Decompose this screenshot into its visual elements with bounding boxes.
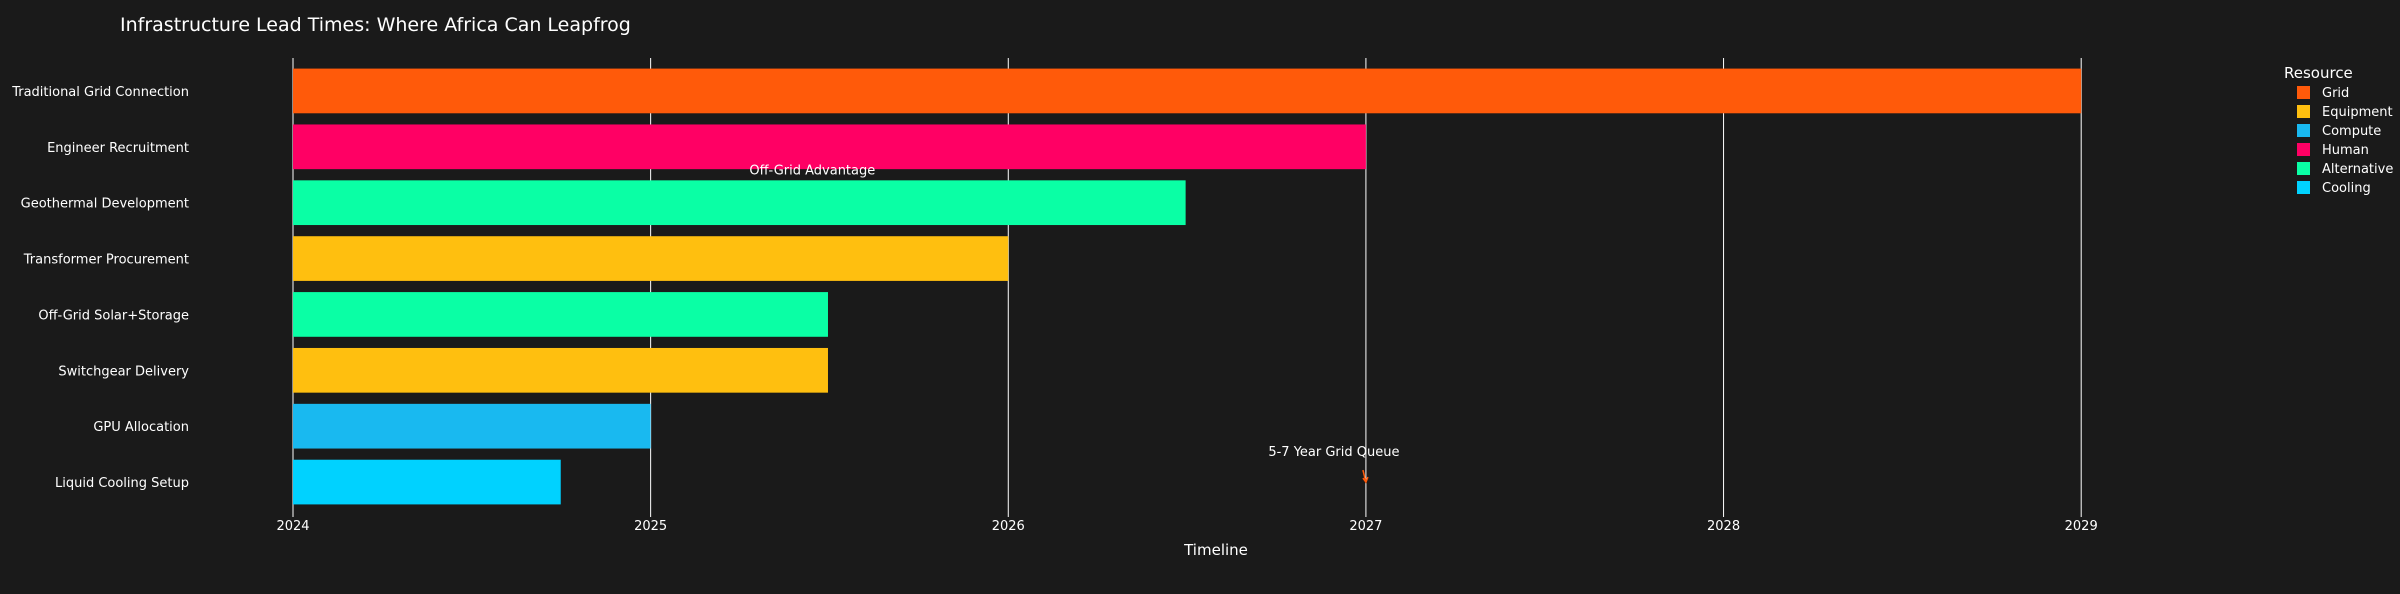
y-tick-label: Traditional Grid Connection <box>11 85 189 100</box>
x-tick-label: 2024 <box>276 519 309 534</box>
legend-swatch <box>2297 181 2310 194</box>
legend-swatch <box>2297 162 2310 175</box>
bar[interactable] <box>293 403 651 449</box>
bar[interactable] <box>293 180 1186 226</box>
legend-item[interactable]: Alternative <box>2297 162 2393 177</box>
x-tick-label: 2028 <box>1707 519 1740 534</box>
bar[interactable] <box>293 459 561 505</box>
legend-swatch <box>2297 124 2310 137</box>
legend-item[interactable]: Compute <box>2297 124 2381 139</box>
legend-label: Grid <box>2322 86 2349 101</box>
annotation-arrowhead <box>1362 476 1369 484</box>
y-tick-labels: Traditional Grid Connection Engineer Recr… <box>11 85 189 491</box>
y-tick-label: Switchgear Delivery <box>58 364 189 379</box>
legend-item[interactable]: Grid <box>2297 86 2349 101</box>
y-tick-label: Liquid Cooling Setup <box>55 476 189 491</box>
legend-item[interactable]: Cooling <box>2297 181 2371 196</box>
legend-label: Human <box>2322 143 2369 158</box>
x-tick-label: 2026 <box>992 519 1025 534</box>
y-tick-label: Engineer Recruitment <box>47 141 189 156</box>
annotation-arrow <box>1362 469 1367 483</box>
legend[interactable]: Resource Grid Equipment Compute Human Altern… <box>2284 64 2393 196</box>
legend-item[interactable]: Human <box>2297 143 2369 158</box>
x-tick-label: 2027 <box>1349 519 1382 534</box>
y-tick-label: Geothermal Development <box>21 197 189 212</box>
bar[interactable] <box>293 124 1366 170</box>
legend-title: Resource <box>2284 64 2353 82</box>
x-tick-labels: 2024 2025 2026 2027 2028 2029 <box>276 519 2097 534</box>
legend-label: Alternative <box>2322 162 2393 177</box>
y-tick-label: Off-Grid Solar+Storage <box>38 308 189 323</box>
bar[interactable] <box>293 292 828 337</box>
bar-layer <box>293 68 2082 505</box>
annotation-text: Off-Grid Advantage <box>749 163 875 178</box>
bar[interactable] <box>293 236 1009 281</box>
legend-item[interactable]: Equipment <box>2297 105 2393 120</box>
x-tick-label: 2025 <box>634 519 667 534</box>
annotations: Off-Grid Advantage 5-7 Year Grid Queue <box>749 163 1399 484</box>
legend-label: Equipment <box>2322 105 2393 120</box>
chart-title: Infrastructure Lead Times: Where Africa … <box>120 14 631 36</box>
legend-label: Compute <box>2322 124 2381 139</box>
legend-swatch <box>2297 143 2310 156</box>
bar[interactable] <box>293 347 828 393</box>
bar[interactable] <box>293 68 2082 114</box>
annotation-text: 5-7 Year Grid Queue <box>1268 445 1399 460</box>
y-tick-label: Transformer Procurement <box>23 253 189 268</box>
legend-swatch <box>2297 105 2310 118</box>
x-tick-label: 2029 <box>2065 519 2098 534</box>
legend-swatch <box>2297 86 2310 99</box>
y-tick-label: GPU Allocation <box>93 420 189 435</box>
x-axis-title: Timeline <box>1183 541 1248 559</box>
legend-label: Cooling <box>2322 181 2371 196</box>
